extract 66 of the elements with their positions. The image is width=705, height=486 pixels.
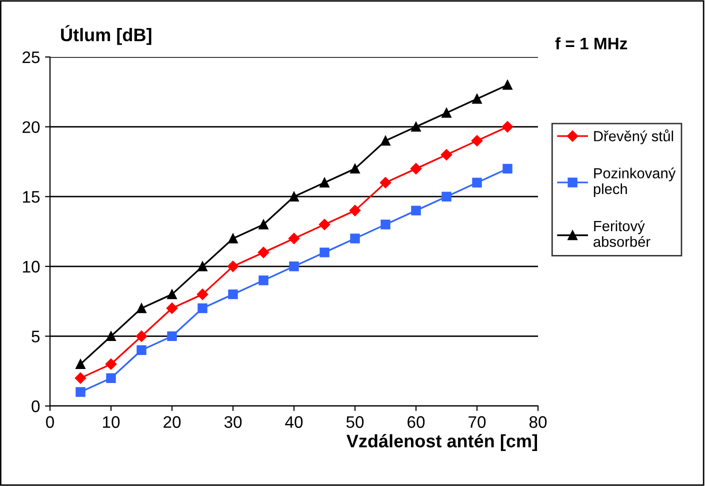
point (349, 204, 361, 216)
x-tick-label: 40 (285, 416, 303, 428)
x-tick-label: 60 (408, 416, 425, 428)
point (350, 234, 360, 244)
point (136, 303, 146, 314)
point (258, 276, 268, 286)
point (106, 331, 116, 342)
point (228, 289, 238, 300)
y-tick-label: 20 (22, 121, 40, 134)
point (411, 206, 421, 216)
legend-label: Pozinkovaný plech (594, 168, 676, 198)
x-tick-label: 50 (346, 416, 364, 428)
text: f = 1 MHz (555, 37, 628, 50)
point (440, 149, 452, 160)
point (442, 192, 452, 202)
x-tick-label: 0 (46, 416, 54, 428)
point (227, 260, 239, 272)
point (289, 192, 299, 202)
x-tick-label: 80 (529, 416, 547, 428)
x-tick-label: 20 (164, 416, 181, 428)
point (380, 220, 390, 230)
point (136, 330, 148, 342)
x-tick-label: 30 (224, 416, 242, 428)
x-axis-title: Vzdálenost antén [cm] (346, 434, 537, 452)
y-tick-label: 5 (32, 330, 40, 342)
y-tick-label: 15 (23, 191, 40, 203)
legend-label: Dřevěný stůl (594, 129, 674, 144)
y-tick-label: 10 (23, 260, 40, 273)
point (105, 358, 117, 370)
point (318, 218, 330, 230)
point (106, 373, 116, 383)
point (472, 94, 482, 104)
point (411, 122, 421, 132)
point (320, 248, 330, 258)
point (136, 345, 146, 356)
y-tick-label: 0 (32, 400, 40, 412)
point (198, 262, 208, 272)
point (167, 289, 177, 300)
point (380, 177, 392, 188)
point (166, 302, 178, 314)
point (258, 220, 268, 230)
y-axis-title: Útlum [dB] (61, 25, 152, 45)
point (196, 288, 208, 300)
point (442, 108, 452, 118)
point (472, 178, 482, 188)
point (228, 234, 238, 244)
point (502, 80, 512, 90)
point (350, 164, 360, 174)
x-tick-label: 70 (468, 416, 486, 428)
point (198, 303, 208, 314)
point (258, 246, 270, 258)
point (74, 372, 86, 384)
point (288, 232, 300, 244)
point (502, 164, 512, 174)
point (320, 178, 330, 188)
point (76, 387, 86, 397)
point (289, 262, 299, 272)
point (502, 121, 514, 132)
point (410, 163, 422, 174)
y-tick-label: 25 (22, 51, 40, 64)
point (167, 331, 177, 342)
point (76, 359, 86, 369)
x-tick-label: 10 (103, 416, 120, 428)
legend-label: Feritový absorbér (594, 220, 650, 247)
point (380, 136, 390, 146)
point (471, 135, 483, 146)
